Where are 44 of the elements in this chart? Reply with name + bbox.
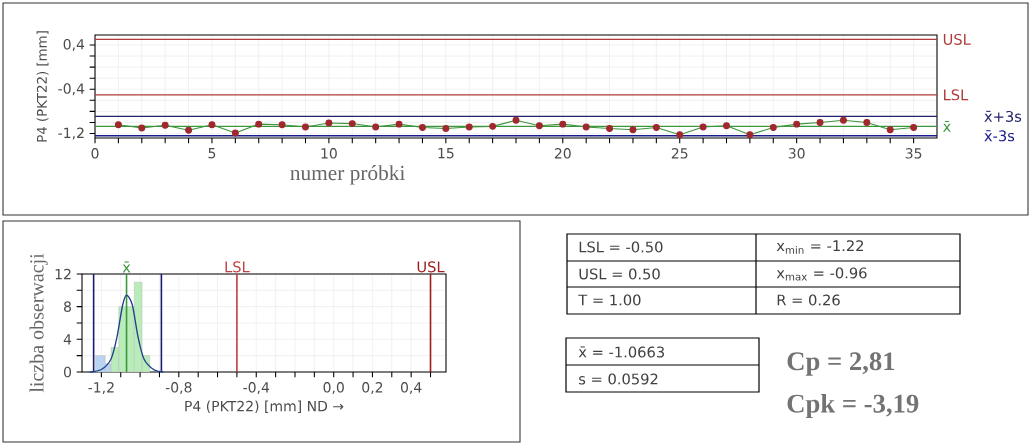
y-tick-label: 0,4: [63, 38, 85, 51]
x-tick-label: 10: [321, 148, 337, 159]
x-tick-label: 30: [788, 148, 805, 159]
x-tick-label: 0,0: [323, 382, 344, 395]
text: x$_{min}$ = -1.22: [776, 240, 864, 254]
x-tick-label: 15: [438, 148, 454, 159]
x-tick-label: 25: [671, 148, 688, 159]
y-tick-label: 0: [63, 366, 72, 378]
ref-line-label: x̄-3s: [984, 130, 1015, 142]
line-series: [89, 294, 164, 373]
ref-line-label: x̄: [122, 261, 131, 273]
text: USL = 0.50: [579, 268, 660, 280]
ref-line-label: LSL: [225, 261, 250, 273]
y-axis-title: P4 (PKT22) [mm]: [36, 31, 49, 142]
text: x$_{max}$ = -0.96: [776, 267, 867, 281]
x-tick-label: 0: [91, 148, 99, 159]
ref-line-label: x̄: [943, 120, 951, 132]
y-axis-title: liczba obserwacji: [29, 253, 48, 393]
text: R = 0.26: [777, 294, 840, 306]
text: T = 1.00: [578, 294, 641, 306]
y-tick-label: -0,4: [58, 83, 85, 96]
text: Cpk = -3,19: [787, 393, 919, 419]
y-tick-label: 4: [63, 334, 72, 345]
text: s = 0.0592: [579, 373, 658, 385]
x-axis-title: P4 (PKT22) [mm] ND →: [185, 400, 344, 414]
x-tick-label: -0,4: [243, 382, 270, 395]
text: x̄ = -1.0663: [578, 346, 664, 358]
text: LSL = -0.50: [579, 241, 663, 253]
x-tick-label: 0,4: [400, 382, 422, 395]
ref-line-label: USL: [943, 33, 971, 45]
text: Cp = 2,81: [787, 352, 895, 376]
x-tick-label: -1,2: [88, 382, 114, 395]
x-tick-label: 35: [905, 148, 922, 159]
x-tick-label: 20: [554, 148, 571, 159]
y-tick-label: -1,2: [58, 127, 84, 140]
y-tick-label: 8: [64, 301, 71, 312]
y-tick-label: 12: [55, 268, 71, 280]
ref-line-label: x̄+3s: [984, 110, 1022, 122]
x-axis-title: numer próbki: [290, 165, 405, 185]
x-tick-label: -0,8: [165, 382, 192, 395]
x-tick-label: 5: [208, 148, 216, 159]
ref-line-label: LSL: [944, 89, 969, 101]
ref-line-label: USL: [417, 261, 445, 273]
x-tick-label: 0,2: [362, 382, 383, 395]
